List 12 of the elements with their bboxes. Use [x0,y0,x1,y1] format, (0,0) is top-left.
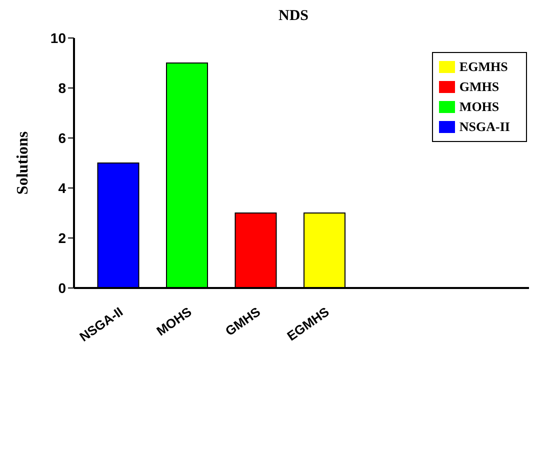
chart-title: NDS [277,8,310,26]
y-tick-label: 10 [50,30,66,46]
legend-label: MOHS [459,99,500,114]
y-tick-label: 4 [58,180,66,196]
y-tick-label: 8 [58,80,66,96]
y-tick-label: 2 [58,230,66,246]
legend-label: EGMHS [459,59,508,74]
y-axis-title: Solutions [14,131,32,195]
y-tick-label: 0 [58,280,66,296]
legend-label: GMHS [459,79,500,94]
legend-label: NSGA-II [459,119,510,134]
y-tick-label: 6 [58,130,66,146]
